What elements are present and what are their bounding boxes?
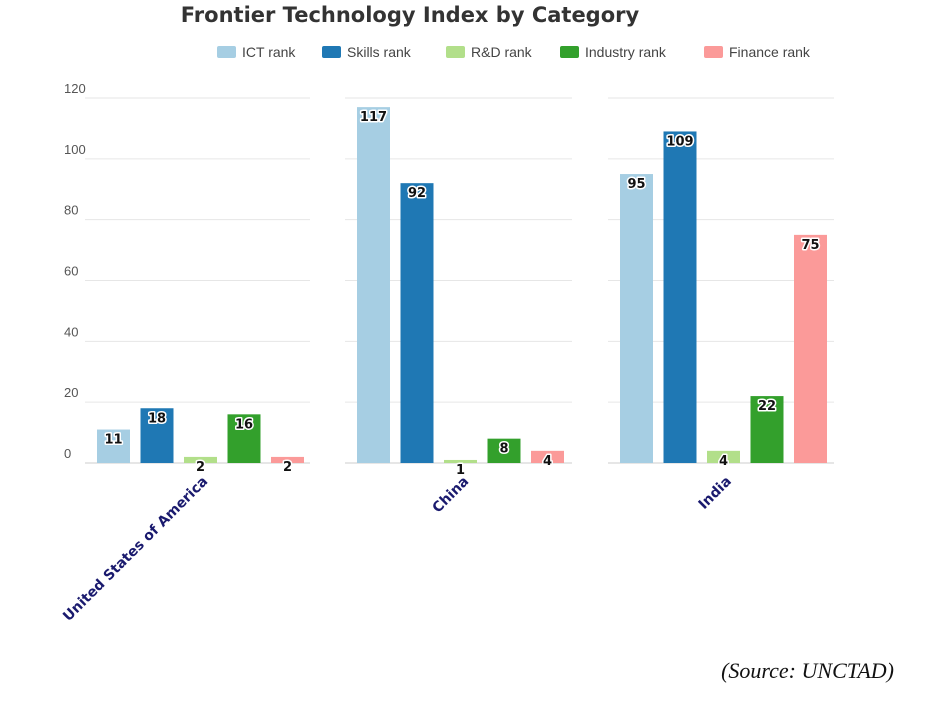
data-label-india-finance-rank: 75 xyxy=(801,238,819,253)
data-label-china-randd-rank: 1 xyxy=(456,463,465,478)
y-tick-label: 60 xyxy=(64,264,78,279)
bars xyxy=(97,107,827,464)
category-label-china: China xyxy=(430,474,473,517)
y-axis-ticks: 0 20 40 60 80 100 120 xyxy=(64,81,86,461)
data-label-united-states-of-america-randd-rank: 2 xyxy=(196,460,205,475)
bar-india-ict-rank xyxy=(620,174,653,463)
bar-united-states-of-america-skills-rank xyxy=(140,408,174,463)
bar-china-ict-rank xyxy=(357,107,390,463)
legend-swatch-finance-rank xyxy=(704,46,723,58)
data-label-china-skills-rank: 92 xyxy=(408,186,426,201)
bar-india-randd-rank xyxy=(707,450,740,463)
y-tick-label: 100 xyxy=(64,142,86,157)
data-label-united-states-of-america-finance-rank: 2 xyxy=(283,460,292,475)
legend-label-finance-rank: Finance rank xyxy=(729,44,811,60)
data-label-india-ict-rank: 95 xyxy=(627,177,645,192)
data-label-china-ict-rank: 117 xyxy=(360,110,387,125)
category-label-united-states-of-america: United States of America xyxy=(60,474,211,625)
data-label-china-industry-rank: 8 xyxy=(499,442,508,457)
y-tick-label: 80 xyxy=(64,203,78,218)
legend-swatch-randd-rank xyxy=(446,46,465,58)
legend-swatch-skills-rank xyxy=(322,46,341,58)
bar-india-skills-rank xyxy=(663,131,697,464)
legend-swatch-ict-rank xyxy=(217,46,236,58)
category-label-india: India xyxy=(696,474,735,513)
legend-label-ict-rank: ICT rank xyxy=(242,44,296,60)
legend-swatch-industry-rank xyxy=(560,46,579,58)
data-label-united-states-of-america-industry-rank: 16 xyxy=(235,417,253,432)
data-label-india-randd-rank: 4 xyxy=(719,454,728,469)
y-tick-label: 40 xyxy=(64,324,78,339)
bar-china-finance-rank xyxy=(531,450,564,463)
bar-china-industry-rank xyxy=(487,438,521,463)
bar-united-states-of-america-industry-rank xyxy=(227,414,261,463)
data-label-india-industry-rank: 22 xyxy=(758,399,776,414)
y-tick-label: 0 xyxy=(64,446,71,461)
legend: ICT rank Skills rank R&D rank Industry rank… xyxy=(217,44,811,60)
data-label-china-finance-rank: 4 xyxy=(543,454,552,469)
chart-title: Frontier Technology Index by Category xyxy=(181,3,640,27)
bar-united-states-of-america-finance-rank xyxy=(271,456,304,463)
data-label-united-states-of-america-ict-rank: 11 xyxy=(104,433,122,448)
bar-united-states-of-america-ict-rank xyxy=(97,429,130,463)
gridlines xyxy=(85,97,834,464)
y-tick-label: 20 xyxy=(64,385,78,400)
bar-india-finance-rank xyxy=(794,234,827,463)
y-tick-label: 120 xyxy=(64,81,86,96)
source-note: (Source: UNCTAD) xyxy=(721,658,894,683)
bar-china-randd-rank xyxy=(444,459,477,463)
legend-label-industry-rank: Industry rank xyxy=(585,44,667,60)
category-labels: United States of America China India xyxy=(60,474,735,625)
bar-india-industry-rank xyxy=(750,396,784,463)
bar-united-states-of-america-randd-rank xyxy=(184,456,217,463)
data-label-united-states-of-america-skills-rank: 18 xyxy=(148,411,166,426)
legend-label-randd-rank: R&D rank xyxy=(471,44,533,60)
legend-label-skills-rank: Skills rank xyxy=(347,44,412,60)
bar-china-skills-rank xyxy=(400,183,434,463)
data-label-india-skills-rank: 109 xyxy=(666,134,693,149)
